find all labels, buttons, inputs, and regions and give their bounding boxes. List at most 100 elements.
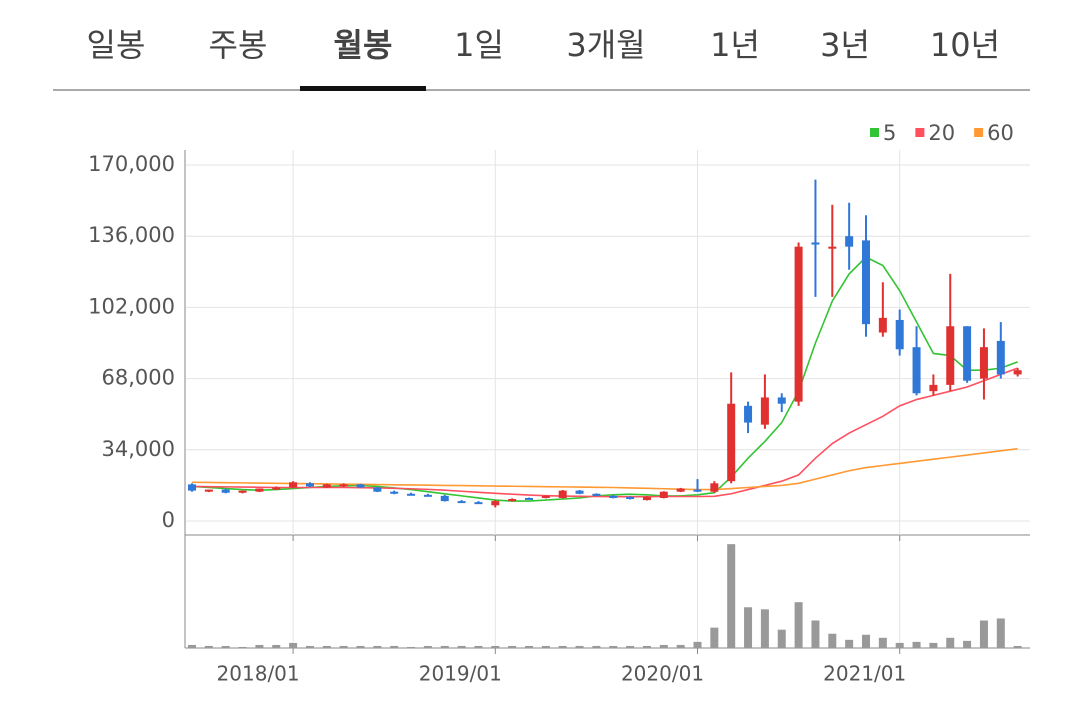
legend-swatch [915, 128, 925, 137]
legend-swatch [974, 128, 984, 137]
volume-bar [508, 645, 517, 648]
legend-label: 20 [928, 121, 955, 145]
candle-body [710, 483, 719, 492]
volume-bar [575, 645, 584, 648]
candle-body [626, 496, 635, 500]
y-tick-label: 34,000 [102, 437, 175, 461]
volume-bar [221, 645, 230, 648]
x-tick-label: 2018/01 [217, 662, 300, 686]
volume-bar [272, 644, 281, 648]
tab[interactable]: 1년 [710, 26, 760, 64]
x-tick-label: 2019/01 [419, 662, 502, 686]
volume-bar [305, 645, 314, 648]
candle-body [845, 236, 854, 247]
candle-body [322, 484, 331, 488]
y-tick-label: 0 [162, 508, 175, 532]
volume-bar [423, 645, 432, 648]
volume-bar [474, 645, 483, 648]
volume-bar [525, 645, 533, 648]
candle-body [946, 326, 955, 385]
candle-body [693, 489, 702, 492]
volume-bar [457, 645, 466, 648]
candle-body [440, 495, 449, 502]
candle-body [407, 493, 416, 496]
candle-body [238, 490, 247, 493]
tab[interactable]: 주봉 [209, 26, 268, 64]
volume-bar [642, 645, 651, 648]
tab[interactable]: 3개월 [566, 26, 645, 64]
candle-body [457, 501, 466, 504]
candle-body [474, 502, 483, 505]
candle-body [996, 340, 1005, 375]
volume-bar [845, 639, 854, 648]
legend-swatch [870, 128, 879, 137]
candle-body [423, 494, 432, 497]
ma-line [191, 447, 1018, 491]
y-tick-label: 68,000 [102, 366, 175, 390]
volume-bar [979, 620, 988, 648]
volume-bar [811, 620, 820, 648]
volume-bar [963, 640, 972, 648]
volume-bar [322, 645, 331, 648]
tab[interactable]: 10년 [930, 26, 1000, 64]
candle-body [541, 495, 550, 498]
volume-bar [626, 645, 635, 648]
volume-bar [693, 641, 702, 648]
volume-bar [878, 637, 887, 648]
tab[interactable]: 월봉 [334, 26, 393, 64]
volume-bar [373, 645, 382, 648]
candle-body [659, 491, 668, 498]
volume-bar [339, 645, 348, 648]
volume-bar [727, 544, 736, 648]
volume-bar [356, 645, 365, 648]
legend-label: 5 [883, 121, 896, 145]
volume-bar [794, 602, 803, 648]
x-tick-label: 2021/01 [823, 662, 906, 686]
volume-bar [862, 634, 870, 648]
volume-bar [828, 633, 837, 648]
volume-bar [592, 645, 601, 648]
volume-bar [760, 609, 769, 648]
candle-body [895, 319, 904, 350]
y-tick-label: 136,000 [88, 223, 175, 247]
candle-body [963, 326, 972, 381]
tab[interactable]: 3년 [820, 26, 870, 64]
volume-bar [676, 644, 685, 648]
ma-line [191, 367, 1018, 498]
candle-body [862, 240, 870, 325]
candle-body [558, 490, 567, 498]
x-tick-label: 2020/01 [621, 662, 704, 686]
candle-body [272, 487, 281, 490]
candle-body [777, 397, 786, 404]
candle-body [188, 484, 196, 491]
candle-body [390, 491, 399, 494]
volume-bar [204, 645, 213, 648]
volume-bar [255, 644, 264, 648]
volume-bar [929, 642, 938, 648]
volume-bar [541, 645, 550, 648]
volume-bar [946, 637, 955, 648]
candle-body [204, 489, 213, 492]
tab[interactable]: 일봉 [87, 26, 146, 64]
candle-body [794, 246, 803, 402]
candle-body [575, 490, 584, 494]
volume-bar [558, 645, 567, 648]
volume-bar [1013, 645, 1022, 648]
legend-label: 60 [987, 121, 1014, 145]
candle-body [929, 384, 938, 392]
candle-body [289, 482, 298, 488]
candle-body [744, 405, 753, 423]
candle-body [676, 488, 685, 492]
candle-body [525, 497, 533, 500]
volume-bar [238, 646, 247, 648]
volume-bar [491, 645, 500, 648]
tab[interactable]: 1일 [454, 26, 504, 64]
volume-bar [390, 645, 399, 648]
volume-bar [996, 618, 1005, 648]
volume-bar [895, 642, 904, 648]
candle-body [642, 496, 651, 501]
candle-body [592, 493, 601, 496]
tab-underline [300, 86, 426, 91]
candle-body [339, 484, 348, 487]
candle-body [878, 317, 887, 333]
